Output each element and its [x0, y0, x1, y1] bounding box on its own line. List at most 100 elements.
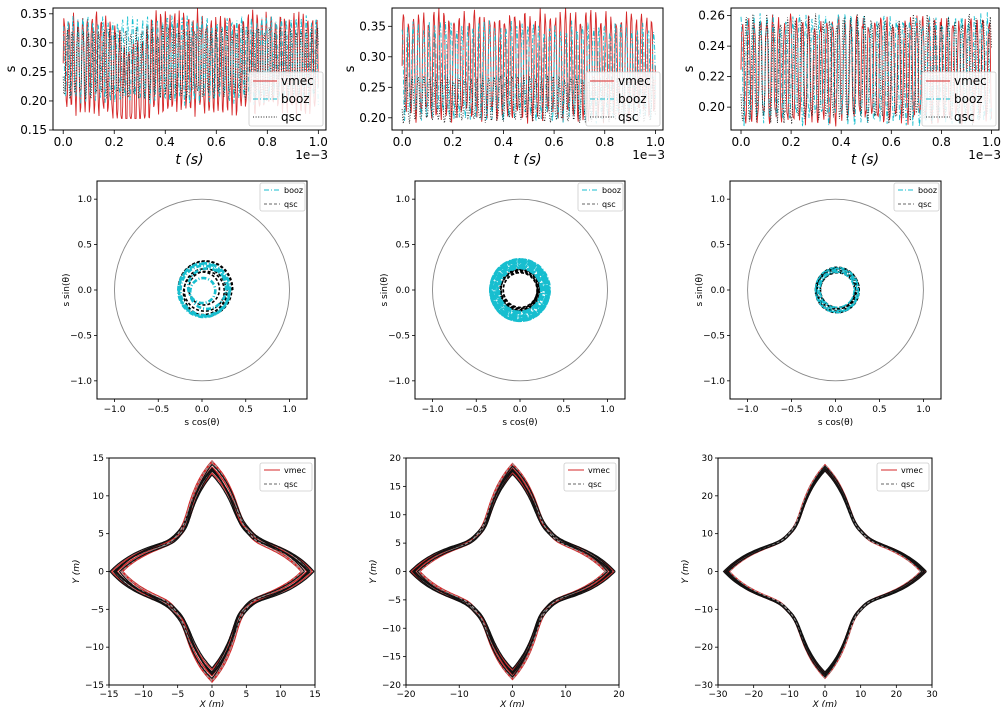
axes-frame [108, 457, 316, 686]
x-tick-label: −10 [780, 690, 799, 700]
series-line-vmec [110, 472, 313, 671]
series-line-qsc [412, 469, 613, 674]
axes-frame [391, 7, 664, 131]
legend: vmec booz qsc [248, 71, 324, 127]
legend: booz qsc [577, 182, 624, 212]
y-tick-label: 1.0 [78, 195, 93, 205]
x-tick-label: 0.0 [54, 135, 73, 149]
series-line-qsc [112, 470, 311, 673]
y-axis-label: s [682, 65, 697, 72]
series-line-vmec [414, 467, 611, 676]
y-tick-label: 0.25 [359, 80, 386, 94]
reference-circle [747, 198, 924, 382]
series-line-vmec [418, 462, 606, 681]
legend: booz qsc [259, 182, 306, 212]
y-tick-label: −30 [694, 681, 713, 691]
y-tick-label: −1.0 [388, 377, 410, 387]
y-tick-label: 0.0 [711, 286, 726, 296]
series-line-qsc [413, 468, 611, 675]
x-axis-label: t (s) [175, 152, 203, 168]
legend: vmec qsc [563, 462, 617, 492]
y-tick-label: 10 [702, 530, 714, 540]
y-tick-label: 0.22 [698, 70, 725, 84]
x-tick-label: −0.5 [781, 405, 803, 415]
legend: booz qsc [893, 182, 940, 212]
reference-circle [114, 198, 290, 382]
x-tick-label: −5 [171, 690, 184, 700]
y-tick-label: 0.5 [711, 241, 725, 251]
x-axis-label: X (m) [812, 700, 838, 707]
x-tick-label: 0.2 [105, 135, 124, 149]
polar-panel-middle-right: −1.0 −1.0 −0.5 −0.5 0.0 0.0 0.5 0.5 1.0 1.0 s cos(… [695, 180, 942, 428]
series-group [722, 463, 927, 680]
x-tick-label: 0.4 [156, 135, 175, 149]
x-tick-label: 1.0 [646, 135, 665, 149]
legend-label-qsc: qsc [281, 110, 301, 124]
orbit-panel-bottom-center: −20 −10 0 10 20 −20 −15 −10 −5 0 5 10 15 20 X (m) Y (m)… [369, 454, 625, 707]
legend-label-qsc: qsc [954, 110, 974, 124]
legend-label-vmec: vmec [281, 74, 314, 88]
orbit-panel-bottom-left: −15 −10 −5 0 5 10 15 −15 −10 −5 0 5 10 15 X (m) Y (m) vm… [72, 454, 321, 707]
y-tick-label: 20 [702, 492, 714, 502]
x-tick-label: 10 [855, 690, 867, 700]
x-tick-label: 0.5 [239, 405, 253, 415]
axes-frame [52, 7, 327, 131]
x-tick-label: 1.0 [600, 405, 615, 415]
y-tick-label: 0.20 [698, 100, 725, 114]
legend: vmec booz qsc [921, 71, 997, 127]
series-line-vmec [410, 472, 615, 671]
series-line-qsc [118, 463, 306, 680]
x-offset-label: 1e−3 [632, 148, 665, 162]
legend-label-qsc: qsc [284, 480, 298, 489]
y-tick-label: 0.30 [359, 50, 386, 64]
x-tick-label: 0.8 [932, 135, 951, 149]
x-axis-label: t (s) [513, 152, 541, 168]
y-tick-label: −10 [85, 643, 104, 653]
series-line-vmec [413, 468, 611, 675]
series-line-qsc [728, 464, 922, 679]
y-axis-label: s [4, 65, 19, 72]
series-line-booz [177, 261, 232, 319]
x-tick-label: −20 [397, 690, 416, 700]
x-tick-label: −1.0 [104, 405, 126, 415]
legend-label-vmec: vmec [901, 466, 923, 475]
x-tick-label: −0.5 [465, 405, 487, 415]
series-line-qsc [740, 13, 992, 126]
y-tick-label: −20 [694, 643, 713, 653]
y-tick-label: −10 [694, 605, 713, 615]
x-tick-label: 0.5 [557, 405, 571, 415]
x-tick-label: −1.0 [422, 405, 444, 415]
x-offset-label: 1e−3 [968, 148, 1001, 162]
y-tick-label: 5 [395, 539, 401, 549]
y-tick-label: 0.0 [396, 286, 411, 296]
legend-label-vmec: vmec [618, 74, 651, 88]
legend-label-booz: booz [954, 92, 983, 106]
reference-circle [432, 198, 608, 382]
legend: vmec booz qsc [585, 71, 661, 127]
x-tick-label: 1.0 [916, 405, 931, 415]
y-tick-label: −15 [85, 681, 104, 691]
x-tick-label: 1.0 [309, 135, 328, 149]
x-tick-label: 0.4 [832, 135, 851, 149]
series-line-vmec [723, 469, 927, 674]
series-line-vmec [120, 461, 303, 682]
legend-label-qsc: qsc [602, 200, 616, 209]
y-axis-label: s [343, 65, 358, 72]
series-line-vmec [116, 466, 308, 677]
x-axis-label: s cos(θ) [818, 418, 853, 428]
series-line-booz [740, 12, 992, 127]
series-line-qsc [408, 473, 616, 670]
x-tick-label: 0 [510, 690, 516, 700]
legend-label-qsc: qsc [918, 200, 932, 209]
y-tick-label: 0.35 [20, 7, 47, 21]
legend-label-qsc: qsc [901, 480, 915, 489]
series-line-vmec [728, 464, 922, 679]
y-tick-label: 0 [395, 568, 401, 578]
series-line-qsc [177, 260, 234, 317]
series-line-vmec [728, 464, 922, 679]
axes-frame [729, 180, 942, 400]
x-axis-label: X (m) [499, 700, 525, 707]
series-line-vmec [121, 460, 302, 683]
series-line-vmec [726, 466, 924, 677]
